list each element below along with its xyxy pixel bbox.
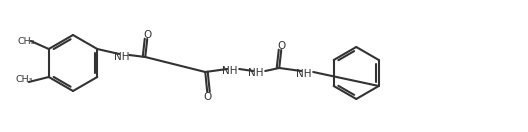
Text: O: O: [277, 41, 285, 51]
Text: CH₃: CH₃: [17, 37, 34, 46]
Text: NH: NH: [297, 69, 312, 79]
Text: CH₃: CH₃: [15, 76, 33, 84]
Text: O: O: [143, 30, 152, 40]
Text: NH: NH: [222, 66, 238, 76]
Text: NH: NH: [115, 52, 130, 62]
Text: NH: NH: [249, 68, 264, 78]
Text: O: O: [203, 92, 211, 102]
